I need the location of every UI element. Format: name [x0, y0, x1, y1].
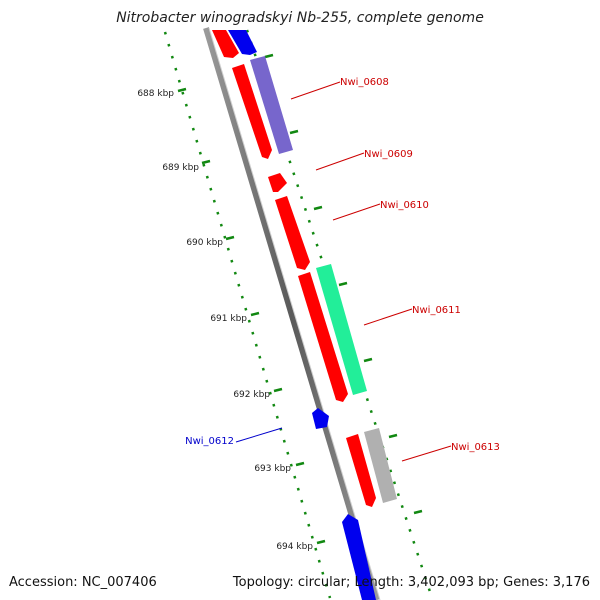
gene-label-nwi-0611[interactable]: Nwi_0611	[412, 305, 461, 316]
scale-tick-690	[225, 235, 235, 241]
scale-tick-693	[295, 461, 305, 467]
scale-label-691: 691 kbp	[210, 314, 247, 324]
scale-tick-694	[316, 539, 326, 545]
gene-nwi-0607-reverse[interactable]	[228, 30, 257, 55]
scale-label-688: 688 kbp	[137, 89, 174, 99]
gene-nwi-0612-reverse[interactable]	[312, 408, 329, 429]
gene-nwi-0609-forward[interactable]	[268, 173, 287, 192]
scale-tick-692	[273, 387, 283, 393]
gene-nwi-0614-reverse[interactable]	[342, 514, 376, 600]
inner-scale-ticks	[177, 87, 326, 545]
scale-tick-688	[177, 87, 187, 93]
label-line-nwi-0608	[290, 81, 341, 100]
gene-label-nwi-0612[interactable]: Nwi_0612	[185, 436, 234, 447]
accession-text: Accession: NC_007406	[9, 575, 157, 590]
label-line-nwi-0610	[332, 203, 381, 221]
genome-backbone-highlight	[208, 27, 381, 600]
gene-nwi-0607-forward[interactable]	[212, 30, 239, 58]
inner-scale-ring	[163, 31, 332, 599]
gene-nwi-0608-feature[interactable]	[250, 56, 293, 154]
gene-label-nwi-0610[interactable]: Nwi_0610	[380, 200, 429, 211]
scale-label-689: 689 kbp	[162, 163, 199, 173]
scale-label-690: 690 kbp	[186, 238, 223, 248]
gene-label-nwi-0609[interactable]: Nwi_0609	[364, 149, 413, 160]
gene-nwi-0610-forward[interactable]	[275, 196, 310, 270]
gene-nwi-0613-feature[interactable]	[364, 428, 397, 503]
scale-tick-691	[250, 311, 260, 317]
gene-nwi-0613-forward[interactable]	[346, 434, 376, 507]
label-line-nwi-0611	[363, 308, 413, 326]
scale-label-693: 693 kbp	[254, 464, 291, 474]
gene-nwi-0611-feature[interactable]	[316, 264, 367, 395]
label-line-nwi-0613	[401, 445, 452, 462]
outer-scale-ticks	[264, 53, 423, 515]
map-title: Nitrobacter winogradskyi Nb-255, complet…	[116, 10, 484, 26]
scale-label-694: 694 kbp	[276, 542, 313, 552]
scale-tick-689	[201, 159, 211, 165]
genome-info-text: Topology: circular; Length: 3,402,093 bp…	[232, 575, 590, 590]
gene-label-nwi-0613[interactable]: Nwi_0613	[451, 442, 500, 453]
gene-nwi-0608-forward[interactable]	[232, 64, 272, 159]
label-line-nwi-0612	[235, 427, 283, 443]
label-line-nwi-0609	[315, 152, 365, 171]
scale-label-692: 692 kbp	[233, 390, 270, 400]
genome-backbone	[203, 27, 380, 600]
gene-nwi-0611-forward[interactable]	[298, 272, 348, 402]
gene-label-nwi-0608[interactable]: Nwi_0608	[340, 77, 389, 88]
